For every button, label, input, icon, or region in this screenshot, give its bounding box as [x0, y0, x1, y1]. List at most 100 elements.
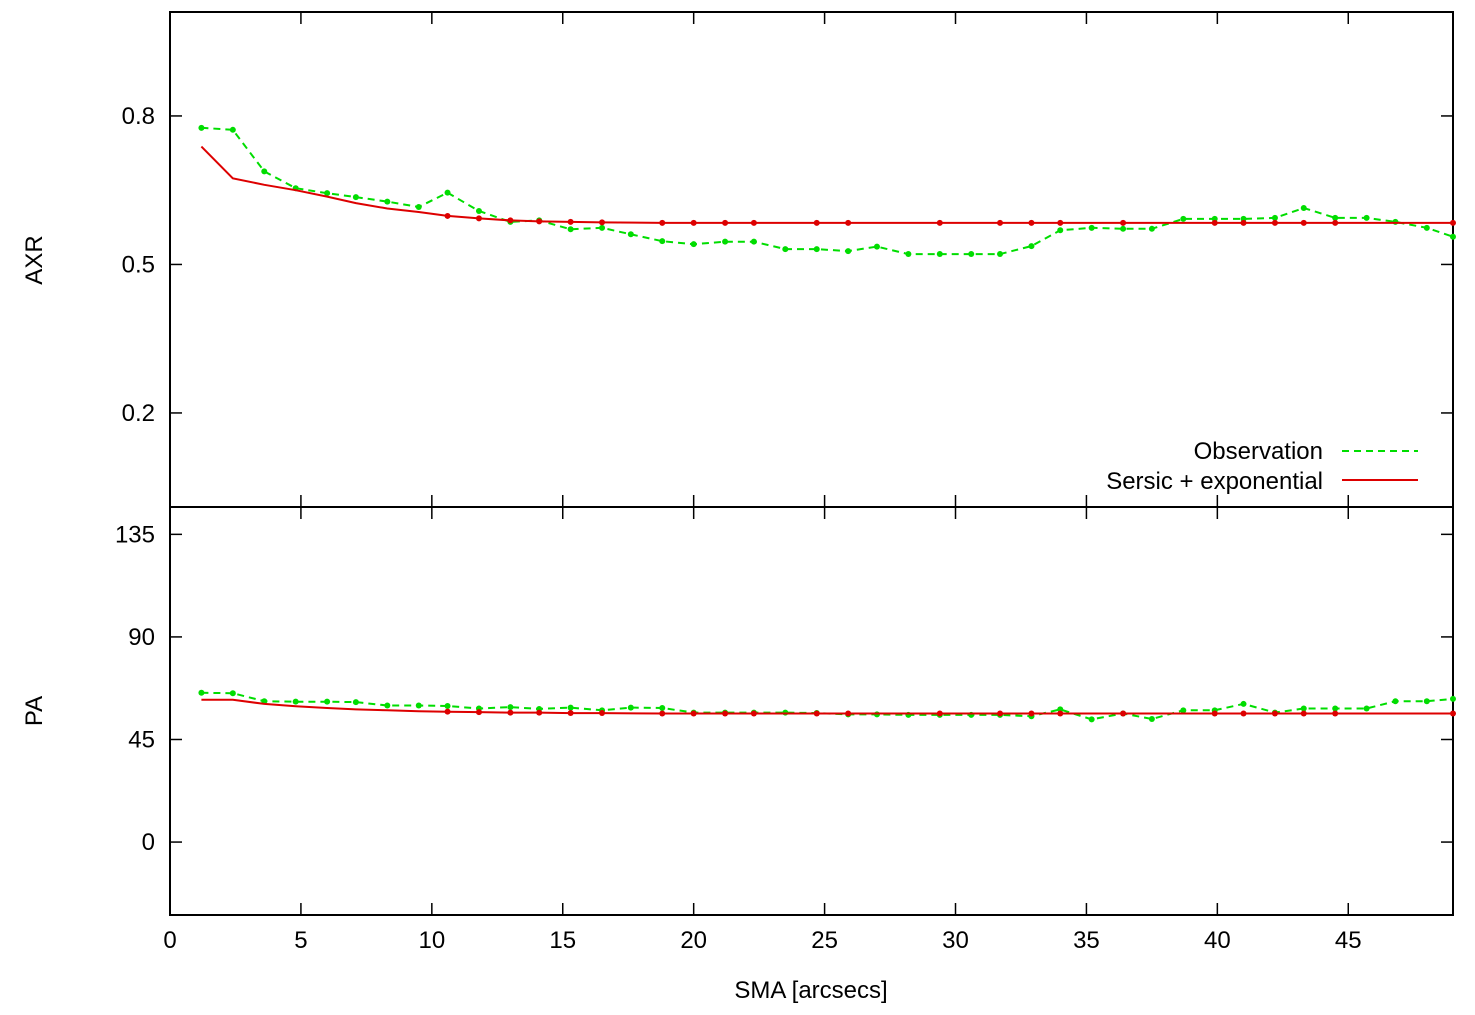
- pa-sersic-point: [813, 710, 820, 717]
- axr-sersic-point: [475, 215, 482, 222]
- pa-plot-frame: [169, 506, 1454, 916]
- axr-observation-point: [690, 241, 697, 248]
- pa-y-tick-label: 45: [128, 726, 155, 753]
- pa-observation-point: [384, 702, 391, 709]
- pa-sersic-point: [444, 708, 451, 715]
- pa-observation-point: [1423, 698, 1430, 705]
- axr-y-tick-label: 0.2: [122, 400, 155, 427]
- axr-sersic-point: [444, 212, 451, 219]
- axr-observation-point: [813, 246, 820, 253]
- x-tick-label: 5: [294, 927, 307, 954]
- axr-observation-point: [873, 243, 880, 250]
- axr-sersic-point: [1240, 219, 1247, 226]
- axr-observation-point: [1332, 214, 1339, 221]
- legend-label-sersic: Sersic + exponential: [1106, 468, 1323, 495]
- pa-observation-point: [627, 704, 634, 711]
- y-axis-label-axr: AXR: [21, 235, 48, 284]
- axr-observation-point: [905, 251, 912, 258]
- x-tick-label: 0: [163, 927, 176, 954]
- pa-observation-point: [1240, 700, 1247, 707]
- pa-observation-point: [1450, 695, 1456, 702]
- pa-observation-point: [292, 698, 299, 705]
- axr-observation-point: [627, 231, 634, 238]
- pa-y-tick-label: 90: [128, 624, 155, 651]
- pa-sersic-point: [599, 710, 606, 717]
- pa-observation-point: [1300, 705, 1307, 712]
- x-axis-label: SMA [arcsecs]: [734, 977, 887, 1004]
- axr-observation-point: [722, 238, 729, 245]
- axr-observation-point: [936, 251, 943, 258]
- y-axis-label-pa: PA: [21, 696, 48, 726]
- axr-observation-point: [1120, 225, 1127, 232]
- x-tick-label: 15: [549, 927, 576, 954]
- pa-observation-point: [444, 702, 451, 709]
- pa-sersic-point: [567, 710, 574, 717]
- pa-sersic-point: [845, 710, 852, 717]
- axr-observation-point: [968, 251, 975, 258]
- axr-sersic-point: [536, 218, 543, 225]
- axr-sersic-point: [567, 218, 574, 225]
- x-tick-label: 40: [1204, 927, 1231, 954]
- axr-sersic-point: [1028, 219, 1035, 226]
- pa-sersic-point: [1240, 710, 1247, 717]
- axr-sersic-point: [813, 219, 820, 226]
- axr-observation-point: [1180, 215, 1187, 222]
- axr-observation-point: [997, 251, 1004, 258]
- pa-observation-point: [1363, 705, 1370, 712]
- pa-sersic-point: [507, 709, 514, 716]
- axr-sersic-point: [1120, 219, 1127, 226]
- pa-y-tick-label: 135: [115, 521, 155, 548]
- pa-observation-point: [1148, 715, 1155, 722]
- pa-sersic-point: [997, 710, 1004, 717]
- axr-observation-point: [1392, 218, 1399, 225]
- axr-observation-point: [384, 198, 391, 205]
- axr-observation-point: [261, 168, 268, 175]
- axr-sersic-point: [1271, 219, 1278, 226]
- x-tick-label: 45: [1335, 927, 1362, 954]
- axr-observation-point: [1450, 233, 1456, 240]
- pa-sersic-point: [1211, 710, 1218, 717]
- pa-panel: 0 5 10 15 20 25 30 35 40 45 0 45 90 135: [115, 506, 1456, 954]
- axr-observation-point: [845, 248, 852, 255]
- pa-sersic-point: [1271, 710, 1278, 717]
- axr-observation-point: [415, 204, 422, 211]
- axr-sersic-point: [750, 219, 757, 226]
- axr-sersic-point: [1211, 219, 1218, 226]
- pa-observation-point: [1392, 698, 1399, 705]
- axr-sersic-point: [845, 219, 852, 226]
- axr-sersic-point: [1300, 219, 1307, 226]
- axr-observation-point: [750, 238, 757, 245]
- pa-sersic-point: [1332, 710, 1339, 717]
- axr-observation-point: [1148, 225, 1155, 232]
- pa-observation-point: [198, 689, 205, 696]
- x-tick-label: 10: [418, 927, 445, 954]
- pa-observation-point: [352, 699, 359, 706]
- legend: Observation Sersic + exponential: [1106, 438, 1418, 495]
- x-tick-label: 35: [1073, 927, 1100, 954]
- pa-sersic-point: [536, 709, 543, 716]
- axr-observation-point: [229, 126, 236, 133]
- pa-sersic-point: [1028, 710, 1035, 717]
- pa-sersic-point: [936, 710, 943, 717]
- axr-observation-point: [475, 207, 482, 214]
- axr-observation-point: [198, 124, 205, 131]
- pa-sersic-point: [1057, 710, 1064, 717]
- pa-y-tick-label: 0: [142, 829, 155, 856]
- pa-sersic-point: [659, 710, 666, 717]
- axr-observation-point: [1271, 214, 1278, 221]
- pa-sersic-point: [690, 710, 697, 717]
- axr-y-tick-label: 0.8: [122, 103, 155, 130]
- pa-sersic-point: [1300, 710, 1307, 717]
- x-tick-label: 20: [680, 927, 707, 954]
- axr-observation-point: [1300, 205, 1307, 212]
- axr-observation-point: [324, 190, 331, 197]
- axr-observation-point: [599, 224, 606, 231]
- axr-observation-point: [782, 246, 789, 253]
- pa-observation-point: [415, 702, 422, 709]
- axr-plot-frame: [169, 11, 1454, 508]
- axr-observation-point: [567, 226, 574, 233]
- x-tick-label: 25: [811, 927, 838, 954]
- axr-observation-point: [1363, 214, 1370, 221]
- axr-observation-point: [1057, 227, 1064, 234]
